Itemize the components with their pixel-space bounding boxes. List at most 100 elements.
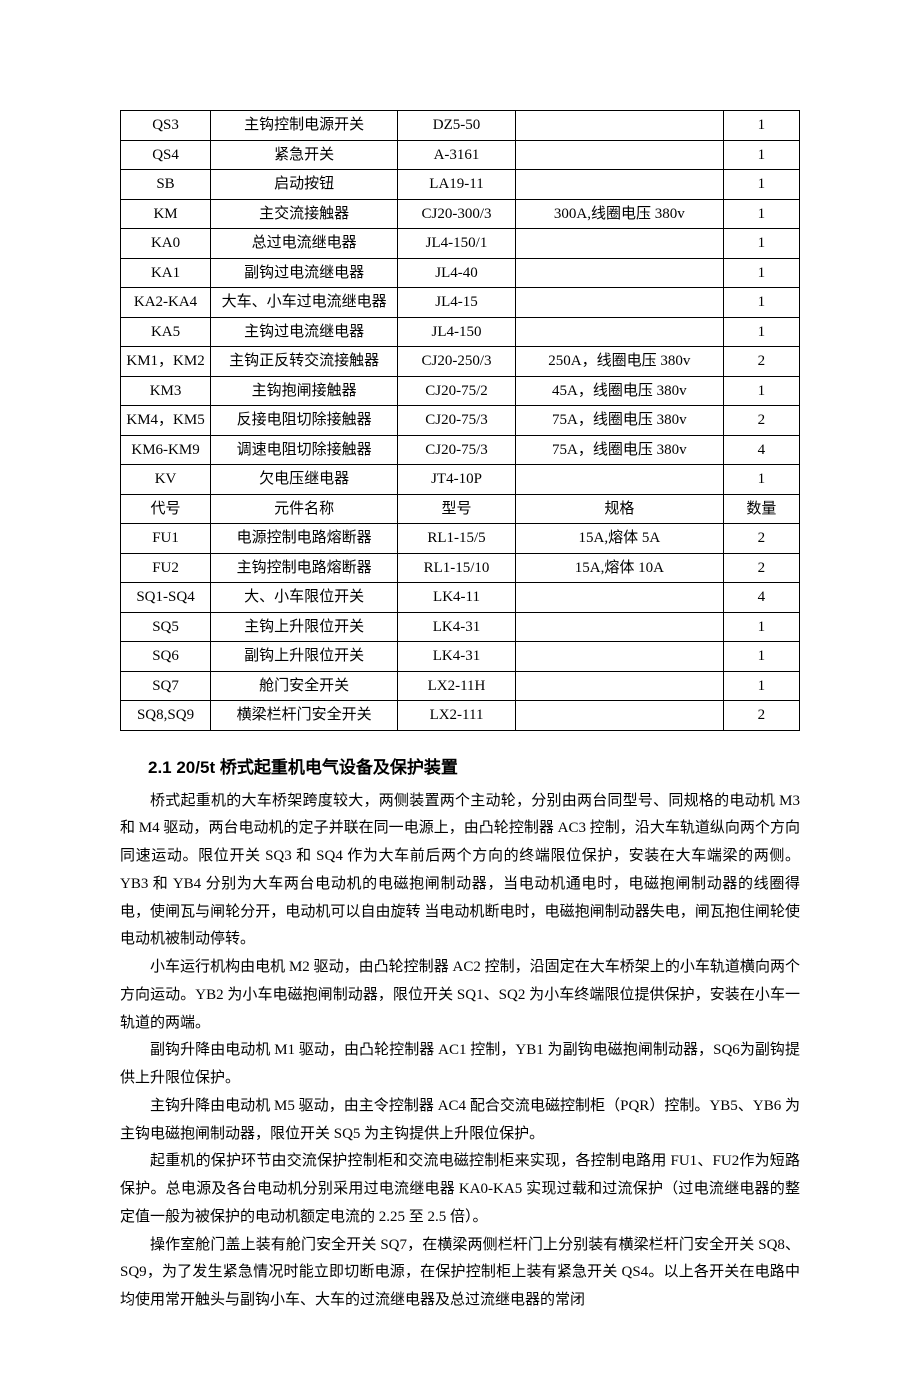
table-cell: 45A，线圈电压 380v [515,376,723,406]
table-row: QS3主钩控制电源开关DZ5-50 1 [121,111,800,141]
table-cell [515,111,723,141]
table-cell [515,229,723,259]
table-cell: 2 [723,524,799,554]
table-cell: JL4-150 [398,317,516,347]
table-cell: 2 [723,347,799,377]
table-cell [515,170,723,200]
table-cell [515,671,723,701]
table-cell: CJ20-75/3 [398,406,516,436]
table-cell [515,288,723,318]
table-cell: CJ20-250/3 [398,347,516,377]
table-cell [515,642,723,672]
table-cell: SQ6 [121,642,211,672]
table-row: KM1，KM2主钩正反转交流接触器CJ20-250/3250A，线圈电压 380… [121,347,800,377]
table-cell: 副钩过电流继电器 [211,258,398,288]
table-cell: 1 [723,170,799,200]
table-row: KA0总过电流继电器JL4-150/11 [121,229,800,259]
table-cell: LX2-11H [398,671,516,701]
table-cell: 1 [723,229,799,259]
document-page: QS3主钩控制电源开关DZ5-501QS4紧急开关A-31611SB启动按钮LA… [0,0,920,1375]
table-cell: LK4-11 [398,583,516,613]
table-cell: 75A，线圈电压 380v [515,435,723,465]
table-cell: RL1-15/10 [398,553,516,583]
table-cell: SQ1-SQ4 [121,583,211,613]
table-cell: 舱门安全开关 [211,671,398,701]
table-cell: 1 [723,111,799,141]
paragraph: 主钩升降由电动机 M5 驱动，由主令控制器 AC4 配合交流电磁控制柜（PQR）… [120,1093,800,1149]
table-cell: A-3161 [398,140,516,170]
table-cell: LX2-111 [398,701,516,731]
table-cell: LA19-11 [398,170,516,200]
table-cell: LK4-31 [398,612,516,642]
table-row: SQ1-SQ4大、小车限位开关LK4-114 [121,583,800,613]
table-cell: 1 [723,376,799,406]
table-cell: QS3 [121,111,211,141]
table-cell: 1 [723,317,799,347]
table-cell: FU2 [121,553,211,583]
table-cell: 2 [723,701,799,731]
table-cell: 15A,熔体 5A [515,524,723,554]
table-cell: CJ20-75/2 [398,376,516,406]
table-cell: 300A,线圈电压 380v [515,199,723,229]
table-cell: KM4，KM5 [121,406,211,436]
paragraph: 小车运行机构由电机 M2 驱动，由凸轮控制器 AC2 控制，沿固定在大车桥架上的… [120,954,800,1037]
table-cell [515,140,723,170]
table-cell: 主钩过电流继电器 [211,317,398,347]
table-cell: JL4-150/1 [398,229,516,259]
table-cell: KA0 [121,229,211,259]
table-row: KM3主钩抱闸接触器CJ20-75/245A，线圈电压 380v1 [121,376,800,406]
body-text: 桥式起重机的大车桥架跨度较大，两侧装置两个主动轮，分别由两台同型号、同规格的电动… [120,788,800,1315]
table-cell: 反接电阻切除接触器 [211,406,398,436]
table-cell: 1 [723,140,799,170]
table-cell: 元件名称 [211,494,398,524]
paragraph: 桥式起重机的大车桥架跨度较大，两侧装置两个主动轮，分别由两台同型号、同规格的电动… [120,788,800,955]
table-row: KA2-KA4大车、小车过电流继电器JL4-15 1 [121,288,800,318]
table-row: KV欠电压继电器JT4-10P1 [121,465,800,495]
paragraph: 副钩升降由电动机 M1 驱动，由凸轮控制器 AC1 控制，YB1 为副钩电磁抱闸… [120,1037,800,1093]
table-cell: 主钩上升限位开关 [211,612,398,642]
table-cell: 250A，线圈电压 380v [515,347,723,377]
table-cell: RL1-15/5 [398,524,516,554]
table-cell: 2 [723,553,799,583]
table-cell: 主钩控制电源开关 [211,111,398,141]
table-row: SQ8,SQ9横梁栏杆门安全开关LX2-111 2 [121,701,800,731]
table-cell: 规格 [515,494,723,524]
section-heading: 2.1 20/5t 桥式起重机电气设备及保护装置 [148,753,800,778]
table-cell: FU1 [121,524,211,554]
table-cell: 主交流接触器 [211,199,398,229]
table-cell: KM1，KM2 [121,347,211,377]
table-cell [515,583,723,613]
table-cell: 1 [723,465,799,495]
table-cell [515,465,723,495]
table-cell: CJ20-75/3 [398,435,516,465]
table-cell: 大车、小车过电流继电器 [211,288,398,318]
table-cell: QS4 [121,140,211,170]
table-row: 代号元件名称型号规格数量 [121,494,800,524]
table-cell: 4 [723,435,799,465]
table-cell: KA2-KA4 [121,288,211,318]
table-cell: SB [121,170,211,200]
table-cell [515,701,723,731]
table-cell: 1 [723,288,799,318]
table-cell: JL4-40 [398,258,516,288]
table-cell: JL4-15 [398,288,516,318]
table-cell: 1 [723,199,799,229]
table-cell: 调速电阻切除接触器 [211,435,398,465]
table-cell: 数量 [723,494,799,524]
table-cell [515,317,723,347]
table-cell: 1 [723,671,799,701]
table-row: FU2主钩控制电路熔断器RL1-15/1015A,熔体 10A2 [121,553,800,583]
table-cell: 横梁栏杆门安全开关 [211,701,398,731]
table-cell: KM6-KM9 [121,435,211,465]
table-cell: CJ20-300/3 [398,199,516,229]
table-cell: 1 [723,258,799,288]
table-cell: DZ5-50 [398,111,516,141]
table-cell: 1 [723,642,799,672]
table-cell: KA1 [121,258,211,288]
table-cell: 主钩抱闸接触器 [211,376,398,406]
table-cell: KM3 [121,376,211,406]
table-cell: KM [121,199,211,229]
table-row: QS4紧急开关A-31611 [121,140,800,170]
table-cell: 启动按钮 [211,170,398,200]
table-cell: SQ8,SQ9 [121,701,211,731]
